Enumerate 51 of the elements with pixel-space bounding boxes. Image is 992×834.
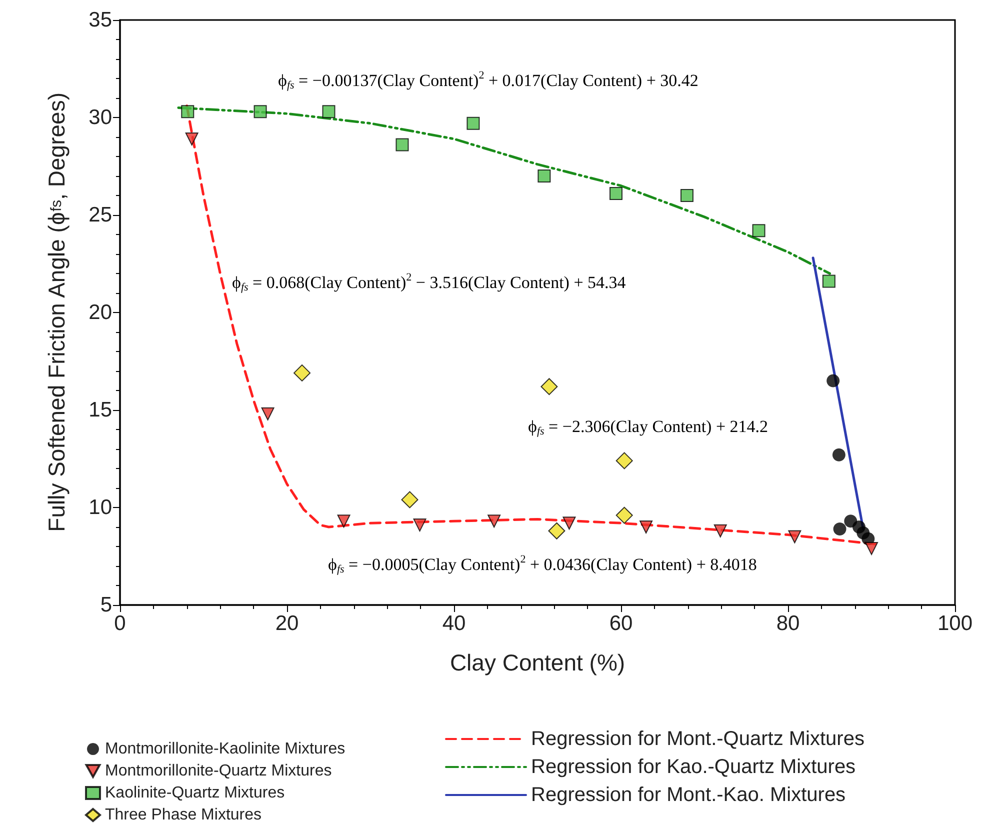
point <box>832 448 846 462</box>
legend-label: Kaolinite-Quartz Mixtures <box>105 784 285 802</box>
x-tick-label: 80 <box>776 612 800 635</box>
point <box>540 378 558 396</box>
point <box>322 105 336 118</box>
point <box>752 224 766 238</box>
point <box>294 364 311 382</box>
point <box>826 374 840 388</box>
point <box>337 514 350 528</box>
point <box>466 116 480 130</box>
point <box>254 105 267 118</box>
legend-label: Three Phase Mixtures <box>105 806 262 824</box>
point <box>865 542 878 555</box>
y-tick-label: 10 <box>88 496 112 519</box>
point <box>261 407 274 420</box>
x-tick-label: 40 <box>442 612 466 635</box>
point <box>548 522 566 540</box>
x-tick-label: 0 <box>114 612 126 635</box>
legend-label: Montmorillonite-Kaolinite Mixtures <box>105 740 346 758</box>
y-tick-label: 5 <box>100 594 112 616</box>
point <box>714 524 727 538</box>
point <box>185 132 198 146</box>
y-axis-title: Fully Softened Friction Angle (ϕfs, Degrees) <box>44 92 70 532</box>
legend-label: Regression for Kao.-Quartz Mixtures <box>531 756 856 778</box>
point <box>609 187 622 200</box>
point <box>616 506 633 524</box>
point <box>538 170 551 182</box>
y-tick-label: 20 <box>88 301 112 324</box>
x-tick-label: 100 <box>937 612 973 635</box>
point <box>788 530 802 544</box>
legend-label: Regression for Mont.-Quartz Mixtures <box>531 728 864 750</box>
x-tick-label: 20 <box>275 612 299 635</box>
point <box>616 452 633 470</box>
point <box>488 514 501 528</box>
legend-label: Montmorillonite-Quartz Mixtures <box>105 762 332 780</box>
y-tick-label: 30 <box>88 106 112 129</box>
y-tick-label: 25 <box>88 204 112 226</box>
point <box>413 518 426 532</box>
y-tick-label: 15 <box>88 398 112 422</box>
y-tick-label: 35 <box>88 8 112 32</box>
point <box>680 189 694 202</box>
point <box>401 491 418 508</box>
point <box>640 520 653 534</box>
point <box>562 516 576 530</box>
point <box>822 274 836 288</box>
legend-label: Regression for Mont.-Kao. Mixtures <box>531 784 846 806</box>
point <box>396 138 409 152</box>
x-axis-title: Clay Content (%) <box>450 650 626 676</box>
point <box>833 522 846 536</box>
x-tick-label: 60 <box>609 612 633 635</box>
point <box>181 105 194 118</box>
